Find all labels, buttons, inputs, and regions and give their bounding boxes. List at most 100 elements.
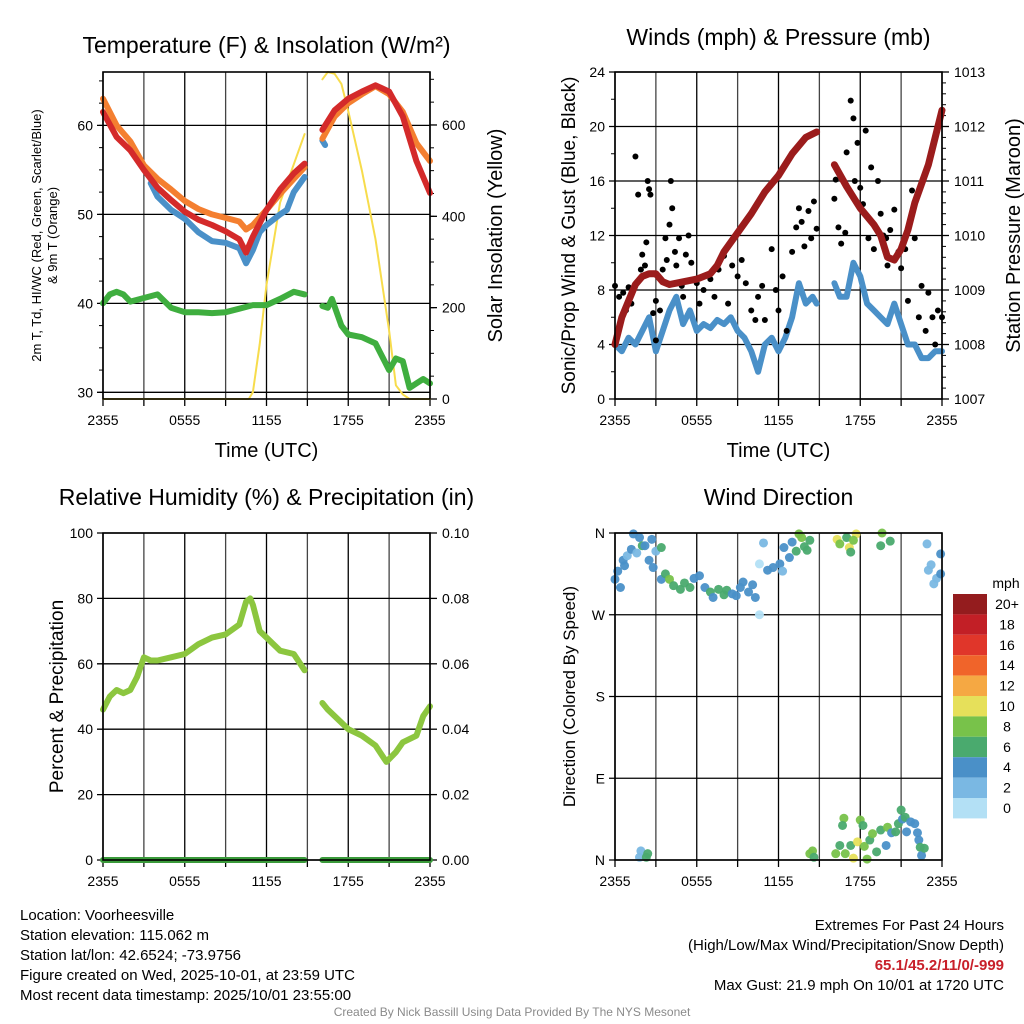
y-axis-label-right: Solar Insolation (Yellow): [485, 129, 507, 343]
x-tick-label: 1755: [333, 873, 364, 889]
legend-swatch: [953, 675, 987, 696]
gust-point: [620, 289, 627, 296]
x-tick-label: 2355: [414, 412, 445, 428]
gust-point: [835, 224, 842, 231]
gust-point: [669, 205, 676, 212]
extremes-values: 65.1/45.2/11/0/-999: [874, 957, 1004, 974]
gust-point: [831, 195, 838, 202]
y-axis-label: Sonic/Prop Wind & Gust (Blue, Black): [559, 77, 580, 395]
gust-point: [874, 178, 881, 184]
gust-point: [904, 297, 911, 304]
y-right-tick-label: 0: [442, 391, 450, 407]
direction-point: [838, 820, 848, 830]
direction-point: [835, 539, 845, 549]
gust-point: [641, 262, 648, 269]
chart-title: Winds (mph) & Pressure (mb): [626, 24, 930, 50]
x-tick-label: 2355: [87, 412, 118, 428]
gust-point: [843, 149, 850, 156]
y-right-tick-label: 1008: [954, 337, 985, 353]
x-tick-label: 2355: [599, 873, 630, 889]
gust-point: [700, 287, 707, 293]
direction-point: [656, 543, 666, 553]
direction-point: [842, 533, 852, 543]
direction-point: [831, 849, 841, 859]
x-tick-label: 1155: [251, 873, 281, 889]
gust-point: [793, 224, 800, 231]
direction-point: [635, 533, 645, 543]
direction-point: [797, 533, 807, 543]
direction-point: [643, 849, 653, 859]
direction-point: [754, 559, 764, 569]
gust-point: [666, 221, 673, 228]
y-right-tick-label: 1012: [954, 119, 985, 135]
legend-label: 8: [1003, 718, 1011, 734]
gust-point: [667, 178, 674, 184]
panel-direction: Wind Direction N E S W N 2355 0555 1155 1755 2355 D…: [560, 484, 958, 889]
panel-temp: Temperature (F) & Insolation (W/m²) 30 40 5…: [29, 32, 507, 462]
direction-point: [862, 854, 872, 864]
x-axis-label: Time (UTC): [727, 440, 831, 462]
direction-point: [714, 584, 724, 594]
gust-point: [748, 307, 755, 314]
panel-wind: Winds (mph) & Pressure (mb) 0 4 8 12 16 20 24 10…: [559, 24, 1024, 462]
gust-point: [789, 248, 796, 255]
direction-point: [853, 837, 863, 847]
gust-point: [673, 262, 680, 269]
y-right-tick-label: 0.02: [442, 787, 469, 803]
gust-point: [891, 206, 898, 213]
series-2m-t: [100, 82, 433, 256]
direction-point: [922, 539, 932, 549]
gust-point: [761, 316, 768, 323]
direction-point: [787, 537, 797, 547]
gust-point: [808, 235, 815, 242]
legend-label: 18: [999, 616, 1015, 632]
plot-frame: [614, 71, 943, 400]
direction-point: [891, 827, 901, 837]
y-tick-label: W: [592, 607, 606, 623]
x-tick-label: 0555: [169, 873, 200, 889]
legend-label: 0: [1003, 800, 1011, 816]
y-tick-label: 20: [77, 787, 93, 803]
series-relative-humidity: [100, 595, 433, 765]
y-tick-label: 8: [597, 282, 605, 298]
gust-point: [838, 240, 845, 247]
x-tick-label: 0555: [681, 873, 712, 889]
direction-point: [775, 559, 785, 569]
gust-point: [783, 327, 790, 334]
gust-point: [801, 243, 808, 250]
direction-point: [902, 827, 912, 837]
x-tick-label: 2355: [926, 412, 957, 428]
gust-point: [725, 300, 732, 307]
legend-swatch: [953, 696, 987, 717]
direction-point: [665, 574, 674, 584]
gust-point: [650, 310, 657, 317]
y-tick-label: 20: [589, 119, 605, 135]
direction-point: [778, 566, 788, 576]
y-right-tick-label: 0.00: [442, 852, 469, 868]
gust-point: [925, 289, 932, 296]
gust-point: [643, 239, 650, 246]
chart-title: Temperature (F) & Insolation (W/m²): [82, 32, 450, 58]
gust-point: [934, 307, 941, 314]
gust-point: [884, 262, 891, 269]
extremes-info: Extremes For Past 24 Hours (High/Low/Max…: [688, 916, 1004, 996]
direction-point: [791, 546, 801, 556]
x-tick-label: 2355: [926, 873, 957, 889]
gust-point: [810, 198, 817, 205]
gust-point: [755, 293, 762, 300]
direction-point: [768, 563, 778, 573]
gust-point: [647, 191, 654, 198]
series-sonic-prop-wind: [612, 259, 945, 375]
plot-frame: [614, 532, 943, 861]
x-axis-label: Time (UTC): [215, 440, 319, 462]
legend-swatch: [953, 757, 987, 778]
direction-point: [647, 534, 657, 544]
x-tick-label: 1155: [763, 873, 793, 889]
gust-point: [768, 246, 775, 253]
gust-point: [929, 314, 936, 321]
gust-point: [662, 235, 669, 242]
gust-point: [652, 297, 659, 304]
gust-point: [909, 187, 916, 194]
gust-point: [857, 184, 864, 191]
gust-point: [682, 251, 689, 258]
